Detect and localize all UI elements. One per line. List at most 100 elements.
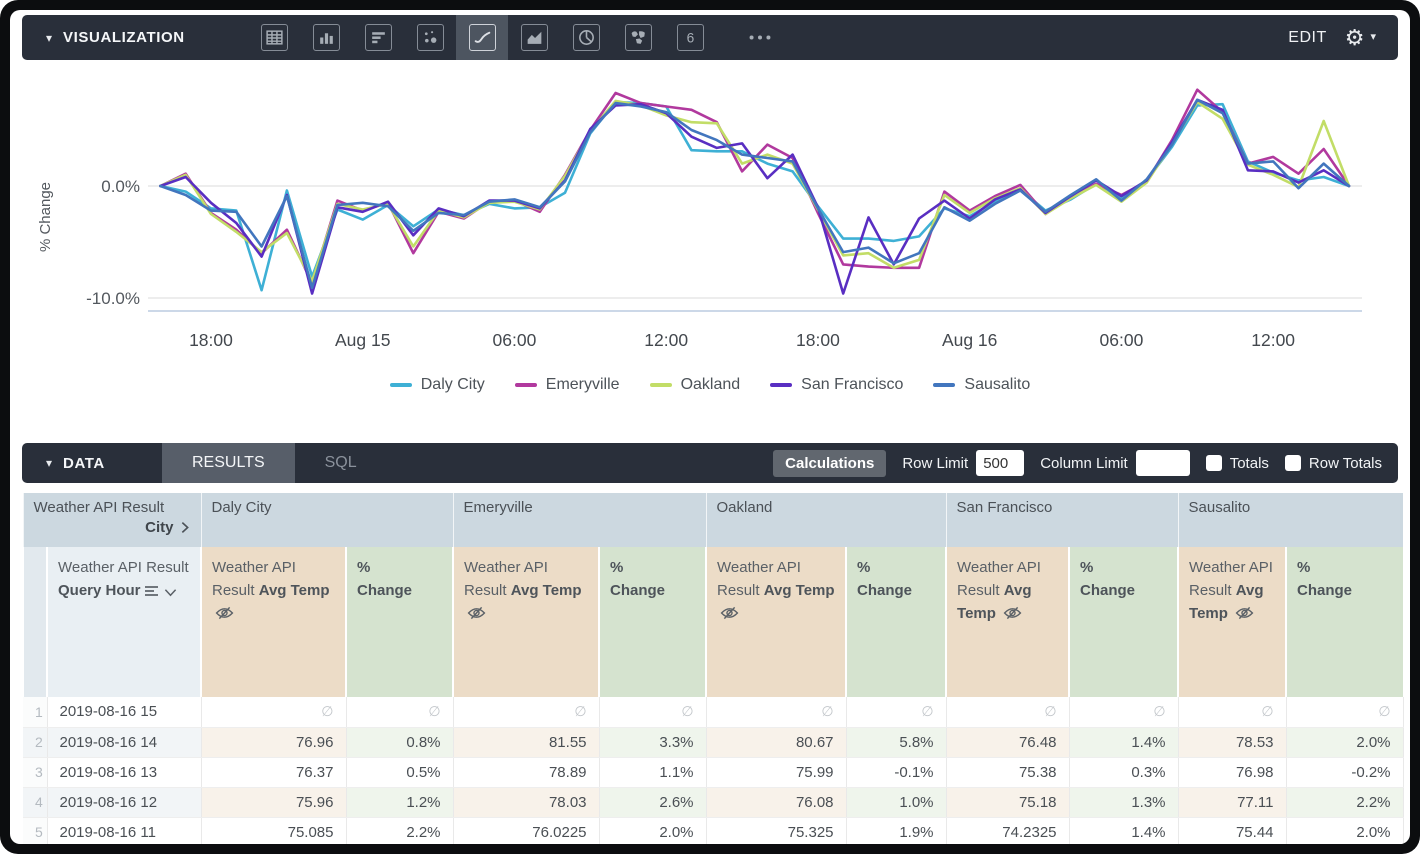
- pivot-header-oakland[interactable]: Oakland: [705, 493, 947, 547]
- dimension-header-city[interactable]: Weather API Result City: [22, 493, 201, 547]
- pct-change-cell[interactable]: ∅: [1069, 697, 1179, 728]
- pct-change-cell[interactable]: 1.9%: [846, 817, 947, 844]
- pct-change-cell[interactable]: 0.5%: [346, 757, 454, 788]
- pct-change-cell[interactable]: ∅: [599, 697, 707, 728]
- avg-temp-cell[interactable]: ∅: [946, 697, 1070, 728]
- pct-change-cell[interactable]: 2.0%: [1286, 817, 1404, 844]
- column-header-pct-change-sausalito[interactable]: % Change: [1285, 547, 1404, 697]
- pivot-header-san-francisco[interactable]: San Francisco: [945, 493, 1179, 547]
- bar-chart-icon[interactable]: [364, 24, 392, 51]
- avg-temp-cell[interactable]: ∅: [201, 697, 347, 728]
- avg-temp-cell[interactable]: 74.2325: [946, 817, 1070, 844]
- avg-temp-cell[interactable]: 81.55: [453, 727, 600, 758]
- settings-menu-button[interactable]: ⚙ ▾: [1345, 26, 1376, 49]
- pct-change-cell[interactable]: ∅: [1286, 697, 1404, 728]
- area-chart-icon[interactable]: [520, 24, 548, 51]
- row-limit-input[interactable]: [976, 450, 1025, 476]
- legend-item-emeryville[interactable]: Emeryville: [514, 376, 620, 394]
- query-hour-cell[interactable]: 2019-08-16 12: [47, 787, 202, 818]
- legend-item-sausalito[interactable]: Sausalito: [933, 376, 1030, 394]
- calculations-button[interactable]: Calculations: [773, 449, 887, 477]
- more-icon[interactable]: [743, 24, 777, 51]
- column-chart-icon[interactable]: [312, 24, 340, 51]
- pct-change-cell[interactable]: 2.2%: [346, 817, 454, 844]
- avg-temp-cell[interactable]: 75.99: [706, 757, 847, 788]
- avg-temp-cell[interactable]: 75.38: [946, 757, 1070, 788]
- pivot-header-sausalito[interactable]: Sausalito: [1177, 493, 1404, 547]
- pct-change-cell[interactable]: -0.1%: [846, 757, 947, 788]
- avg-temp-cell[interactable]: ∅: [1178, 697, 1287, 728]
- pct-change-cell[interactable]: 1.4%: [1069, 817, 1179, 844]
- row-totals-checkbox[interactable]: [1284, 455, 1301, 471]
- avg-temp-cell[interactable]: 76.98: [1178, 757, 1287, 788]
- series-san-francisco[interactable]: [159, 98, 1351, 295]
- avg-temp-cell[interactable]: 76.48: [946, 727, 1070, 758]
- pct-change-cell[interactable]: 0.3%: [1069, 757, 1179, 788]
- query-hour-cell[interactable]: 2019-08-16 11: [47, 817, 202, 844]
- column-header-pct-change-san-francisco[interactable]: % Change: [1068, 547, 1179, 697]
- pct-change-cell[interactable]: ∅: [346, 697, 454, 728]
- series-sausalito[interactable]: [159, 98, 1351, 290]
- table-chart-icon[interactable]: [260, 24, 288, 51]
- pct-change-cell[interactable]: 3.3%: [599, 727, 707, 758]
- pct-change-cell[interactable]: 1.1%: [599, 757, 707, 788]
- column-header-pct-change-emeryville[interactable]: % Change: [598, 547, 707, 697]
- pivot-header-emeryville[interactable]: Emeryville: [452, 493, 707, 547]
- avg-temp-cell[interactable]: 78.03: [453, 787, 600, 818]
- column-header-avg-temp-emeryville[interactable]: Weather API Result Avg Temp: [452, 547, 600, 697]
- pct-change-cell[interactable]: 2.2%: [1286, 787, 1404, 818]
- avg-temp-cell[interactable]: 76.0225: [453, 817, 600, 844]
- pct-change-cell[interactable]: 1.3%: [1069, 787, 1179, 818]
- column-limit-input[interactable]: [1135, 450, 1190, 476]
- avg-temp-cell[interactable]: 78.89: [453, 757, 600, 788]
- pivot-header-daly-city[interactable]: Daly City: [200, 493, 454, 547]
- legend-item-oakland[interactable]: Oakland: [649, 376, 740, 394]
- column-header-pct-change-daly-city[interactable]: % Change: [344, 547, 454, 697]
- pct-change-cell[interactable]: -0.2%: [1286, 757, 1404, 788]
- series-oakland[interactable]: [159, 99, 1351, 283]
- avg-temp-cell[interactable]: 75.96: [201, 787, 347, 818]
- avg-temp-cell[interactable]: 76.96: [201, 727, 347, 758]
- pct-change-cell[interactable]: 0.8%: [346, 727, 454, 758]
- column-header-pct-change-oakland[interactable]: % Change: [845, 547, 947, 697]
- avg-temp-cell[interactable]: 75.085: [201, 817, 347, 844]
- avg-temp-cell[interactable]: 78.53: [1178, 727, 1287, 758]
- map-chart-icon[interactable]: [624, 24, 652, 51]
- avg-temp-cell[interactable]: ∅: [706, 697, 847, 728]
- pct-change-cell[interactable]: 2.6%: [599, 787, 707, 818]
- avg-temp-cell[interactable]: ∅: [453, 697, 600, 728]
- query-hour-cell[interactable]: 2019-08-16 15: [47, 697, 202, 728]
- pct-change-cell[interactable]: 1.2%: [346, 787, 454, 818]
- avg-temp-cell[interactable]: 75.44: [1178, 817, 1287, 844]
- scatter-chart-icon[interactable]: [416, 24, 444, 51]
- legend-item-daly-city[interactable]: Daly City: [389, 376, 485, 394]
- column-header-avg-temp-sausalito[interactable]: Weather API Result Avg Temp: [1177, 547, 1287, 697]
- column-header-query-hour[interactable]: Weather API Result Query Hour: [46, 547, 201, 697]
- visualization-section-toggle[interactable]: ▾ VISUALIZATION: [22, 29, 248, 46]
- tab-sql[interactable]: SQL: [324, 454, 357, 471]
- pct-change-cell[interactable]: 1.0%: [846, 787, 947, 818]
- totals-checkbox[interactable]: [1205, 455, 1222, 471]
- avg-temp-cell[interactable]: 75.18: [946, 787, 1070, 818]
- column-header-avg-temp-oakland[interactable]: Weather API Result Avg Temp: [705, 547, 847, 697]
- query-hour-cell[interactable]: 2019-08-16 13: [47, 757, 202, 788]
- tab-results[interactable]: RESULTS: [162, 443, 295, 483]
- pie-chart-icon[interactable]: [572, 24, 600, 51]
- pct-change-cell[interactable]: 2.0%: [1286, 727, 1404, 758]
- data-section-toggle[interactable]: ▾ DATA: [22, 455, 162, 472]
- avg-temp-cell[interactable]: 75.325: [706, 817, 847, 844]
- single-value-icon[interactable]: 6: [676, 24, 704, 51]
- edit-button[interactable]: EDIT: [1288, 28, 1327, 46]
- query-hour-cell[interactable]: 2019-08-16 14: [47, 727, 202, 758]
- column-header-avg-temp-daly-city[interactable]: Weather API Result Avg Temp: [200, 547, 346, 697]
- avg-temp-cell[interactable]: 77.11: [1178, 787, 1287, 818]
- pct-change-cell[interactable]: ∅: [846, 697, 947, 728]
- pct-change-cell[interactable]: 2.0%: [599, 817, 707, 844]
- legend-item-san-francisco[interactable]: San Francisco: [770, 376, 903, 394]
- pct-change-cell[interactable]: 1.4%: [1069, 727, 1179, 758]
- pct-change-cell[interactable]: 5.8%: [846, 727, 947, 758]
- series-daly-city[interactable]: [159, 100, 1351, 292]
- avg-temp-cell[interactable]: 76.37: [201, 757, 347, 788]
- avg-temp-cell[interactable]: 76.08: [706, 787, 847, 818]
- line-chart-icon[interactable]: [468, 24, 496, 51]
